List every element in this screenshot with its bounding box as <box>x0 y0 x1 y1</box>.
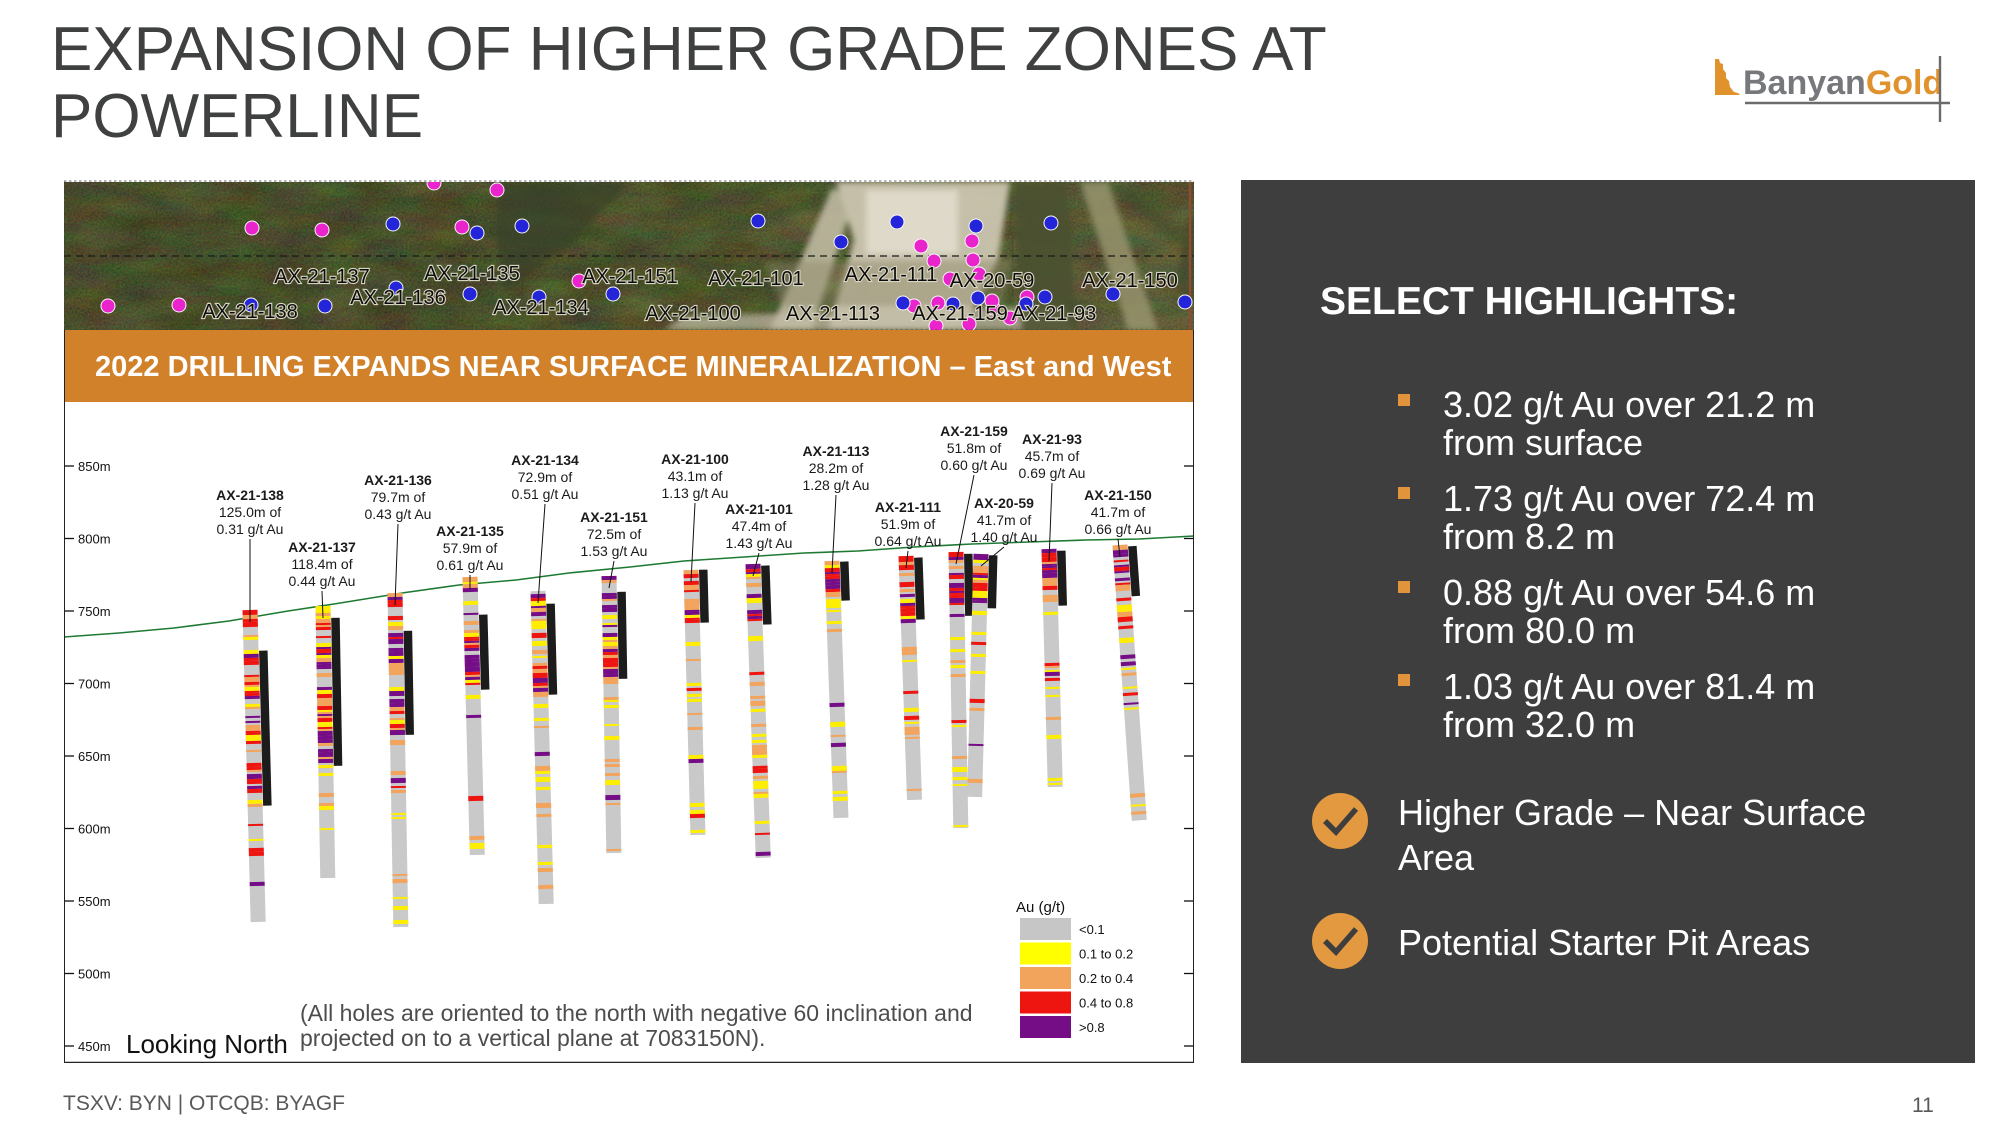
svg-text:750m: 750m <box>78 604 111 619</box>
svg-text:0.43 g/t Au: 0.43 g/t Au <box>365 506 432 522</box>
svg-text:0.4 to 0.8: 0.4 to 0.8 <box>1079 996 1133 1011</box>
svg-text:AX-20-59: AX-20-59 <box>974 495 1034 511</box>
svg-text:0.60 g/t Au: 0.60 g/t Au <box>941 457 1008 473</box>
svg-text:BanyanGold: BanyanGold <box>1743 64 1943 102</box>
svg-text:2022 DRILLING EXPANDS NEAR SUR: 2022 DRILLING EXPANDS NEAR SURFACE MINER… <box>95 351 1172 383</box>
svg-text:AX-21-151: AX-21-151 <box>582 266 678 288</box>
svg-text:>0.8: >0.8 <box>1079 1020 1105 1035</box>
svg-text:0.64 g/t Au: 0.64 g/t Au <box>875 533 942 549</box>
svg-text:1.43 g/t Au: 1.43 g/t Au <box>726 535 793 551</box>
svg-text:125.0m of: 125.0m of <box>219 504 281 520</box>
svg-text:0.31 g/t Au: 0.31 g/t Au <box>217 521 284 537</box>
svg-text:600m: 600m <box>78 822 111 837</box>
svg-text:0.44 g/t Au: 0.44 g/t Au <box>289 573 356 589</box>
svg-text:AX-21-111: AX-21-111 <box>875 499 941 515</box>
svg-text:118.4m of: 118.4m of <box>291 556 352 572</box>
svg-text:<0.1: <0.1 <box>1079 922 1105 937</box>
svg-text:47.4m of: 47.4m of <box>732 518 787 534</box>
svg-text:41.7m of: 41.7m of <box>977 512 1032 528</box>
svg-text:0.1 to 0.2: 0.1 to 0.2 <box>1079 947 1133 962</box>
svg-text:43.1m of: 43.1m of <box>668 468 723 484</box>
svg-text:AX-21-135: AX-21-135 <box>436 523 504 539</box>
svg-text:0.69 g/t Au: 0.69 g/t Au <box>1019 465 1086 481</box>
svg-text:AX-21-150: AX-21-150 <box>1084 487 1152 503</box>
svg-text:79.7m of: 79.7m of <box>371 489 426 505</box>
svg-text:AX-21-113: AX-21-113 <box>786 303 880 325</box>
svg-text:AX-21-137: AX-21-137 <box>288 539 356 555</box>
svg-text:AX-21-100: AX-21-100 <box>645 303 741 325</box>
svg-text:AX-21-93: AX-21-93 <box>1012 303 1097 325</box>
svg-text:500m: 500m <box>78 967 111 982</box>
svg-text:AX-21-137: AX-21-137 <box>274 266 370 288</box>
svg-text:AX-21-100: AX-21-100 <box>661 451 729 467</box>
svg-text:72.5m of: 72.5m of <box>587 526 642 542</box>
svg-text:AX-21-136: AX-21-136 <box>364 472 432 488</box>
svg-text:550m: 550m <box>78 894 111 909</box>
svg-text:AX-21-159: AX-21-159 <box>912 303 1008 325</box>
svg-text:AX-21-159: AX-21-159 <box>940 423 1008 439</box>
svg-text:AX-20-59: AX-20-59 <box>950 270 1035 292</box>
svg-text:AX-21-134: AX-21-134 <box>511 452 579 468</box>
svg-text:450m: 450m <box>78 1039 111 1054</box>
svg-text:51.8m of: 51.8m of <box>947 440 1002 456</box>
svg-text:72.9m of: 72.9m of <box>518 469 573 485</box>
svg-text:1.28 g/t Au: 1.28 g/t Au <box>803 477 870 493</box>
svg-text:AX-21-93: AX-21-93 <box>1022 431 1082 447</box>
svg-text:Looking North: Looking North <box>126 1029 288 1059</box>
svg-text:1.40 g/t Au: 1.40 g/t Au <box>971 529 1038 545</box>
svg-text:41.7m of: 41.7m of <box>1091 504 1146 520</box>
svg-text:(All holes are oriented to the: (All holes are oriented to the north wit… <box>300 1000 973 1026</box>
svg-text:850m: 850m <box>78 459 111 474</box>
svg-text:1.53 g/t Au: 1.53 g/t Au <box>581 543 648 559</box>
svg-text:0.51 g/t Au: 0.51 g/t Au <box>512 486 579 502</box>
svg-text:AX-21-136: AX-21-136 <box>350 287 446 309</box>
svg-text:28.2m of: 28.2m of <box>809 460 864 476</box>
svg-text:Au (g/t): Au (g/t) <box>1016 899 1065 916</box>
svg-text:AX-21-101: AX-21-101 <box>725 501 793 517</box>
svg-text:AX-21-134: AX-21-134 <box>493 297 589 319</box>
svg-text:AX-21-138: AX-21-138 <box>216 487 284 503</box>
svg-text:45.7m of: 45.7m of <box>1025 448 1080 464</box>
svg-text:AX-21-150: AX-21-150 <box>1082 270 1178 292</box>
svg-text:650m: 650m <box>78 749 111 764</box>
svg-text:AX-21-111: AX-21-111 <box>845 264 938 286</box>
svg-text:0.2 to 0.4: 0.2 to 0.4 <box>1079 971 1133 986</box>
svg-text:51.9m of: 51.9m of <box>881 516 936 532</box>
svg-text:800m: 800m <box>78 532 111 547</box>
svg-text:projected on to a vertical pla: projected on to a vertical plane at 7083… <box>300 1025 765 1051</box>
svg-text:0.61 g/t Au: 0.61 g/t Au <box>437 557 504 573</box>
svg-text:AX-21-138: AX-21-138 <box>202 301 298 323</box>
svg-text:57.9m of: 57.9m of <box>443 540 498 556</box>
svg-text:1.13 g/t Au: 1.13 g/t Au <box>662 485 729 501</box>
svg-text:AX-21-101: AX-21-101 <box>708 268 804 290</box>
svg-text:0.66 g/t Au: 0.66 g/t Au <box>1085 521 1152 537</box>
svg-text:AX-21-135: AX-21-135 <box>424 263 520 285</box>
svg-text:AX-21-113: AX-21-113 <box>803 443 870 459</box>
svg-text:700m: 700m <box>78 677 111 692</box>
svg-text:AX-21-151: AX-21-151 <box>580 509 648 525</box>
